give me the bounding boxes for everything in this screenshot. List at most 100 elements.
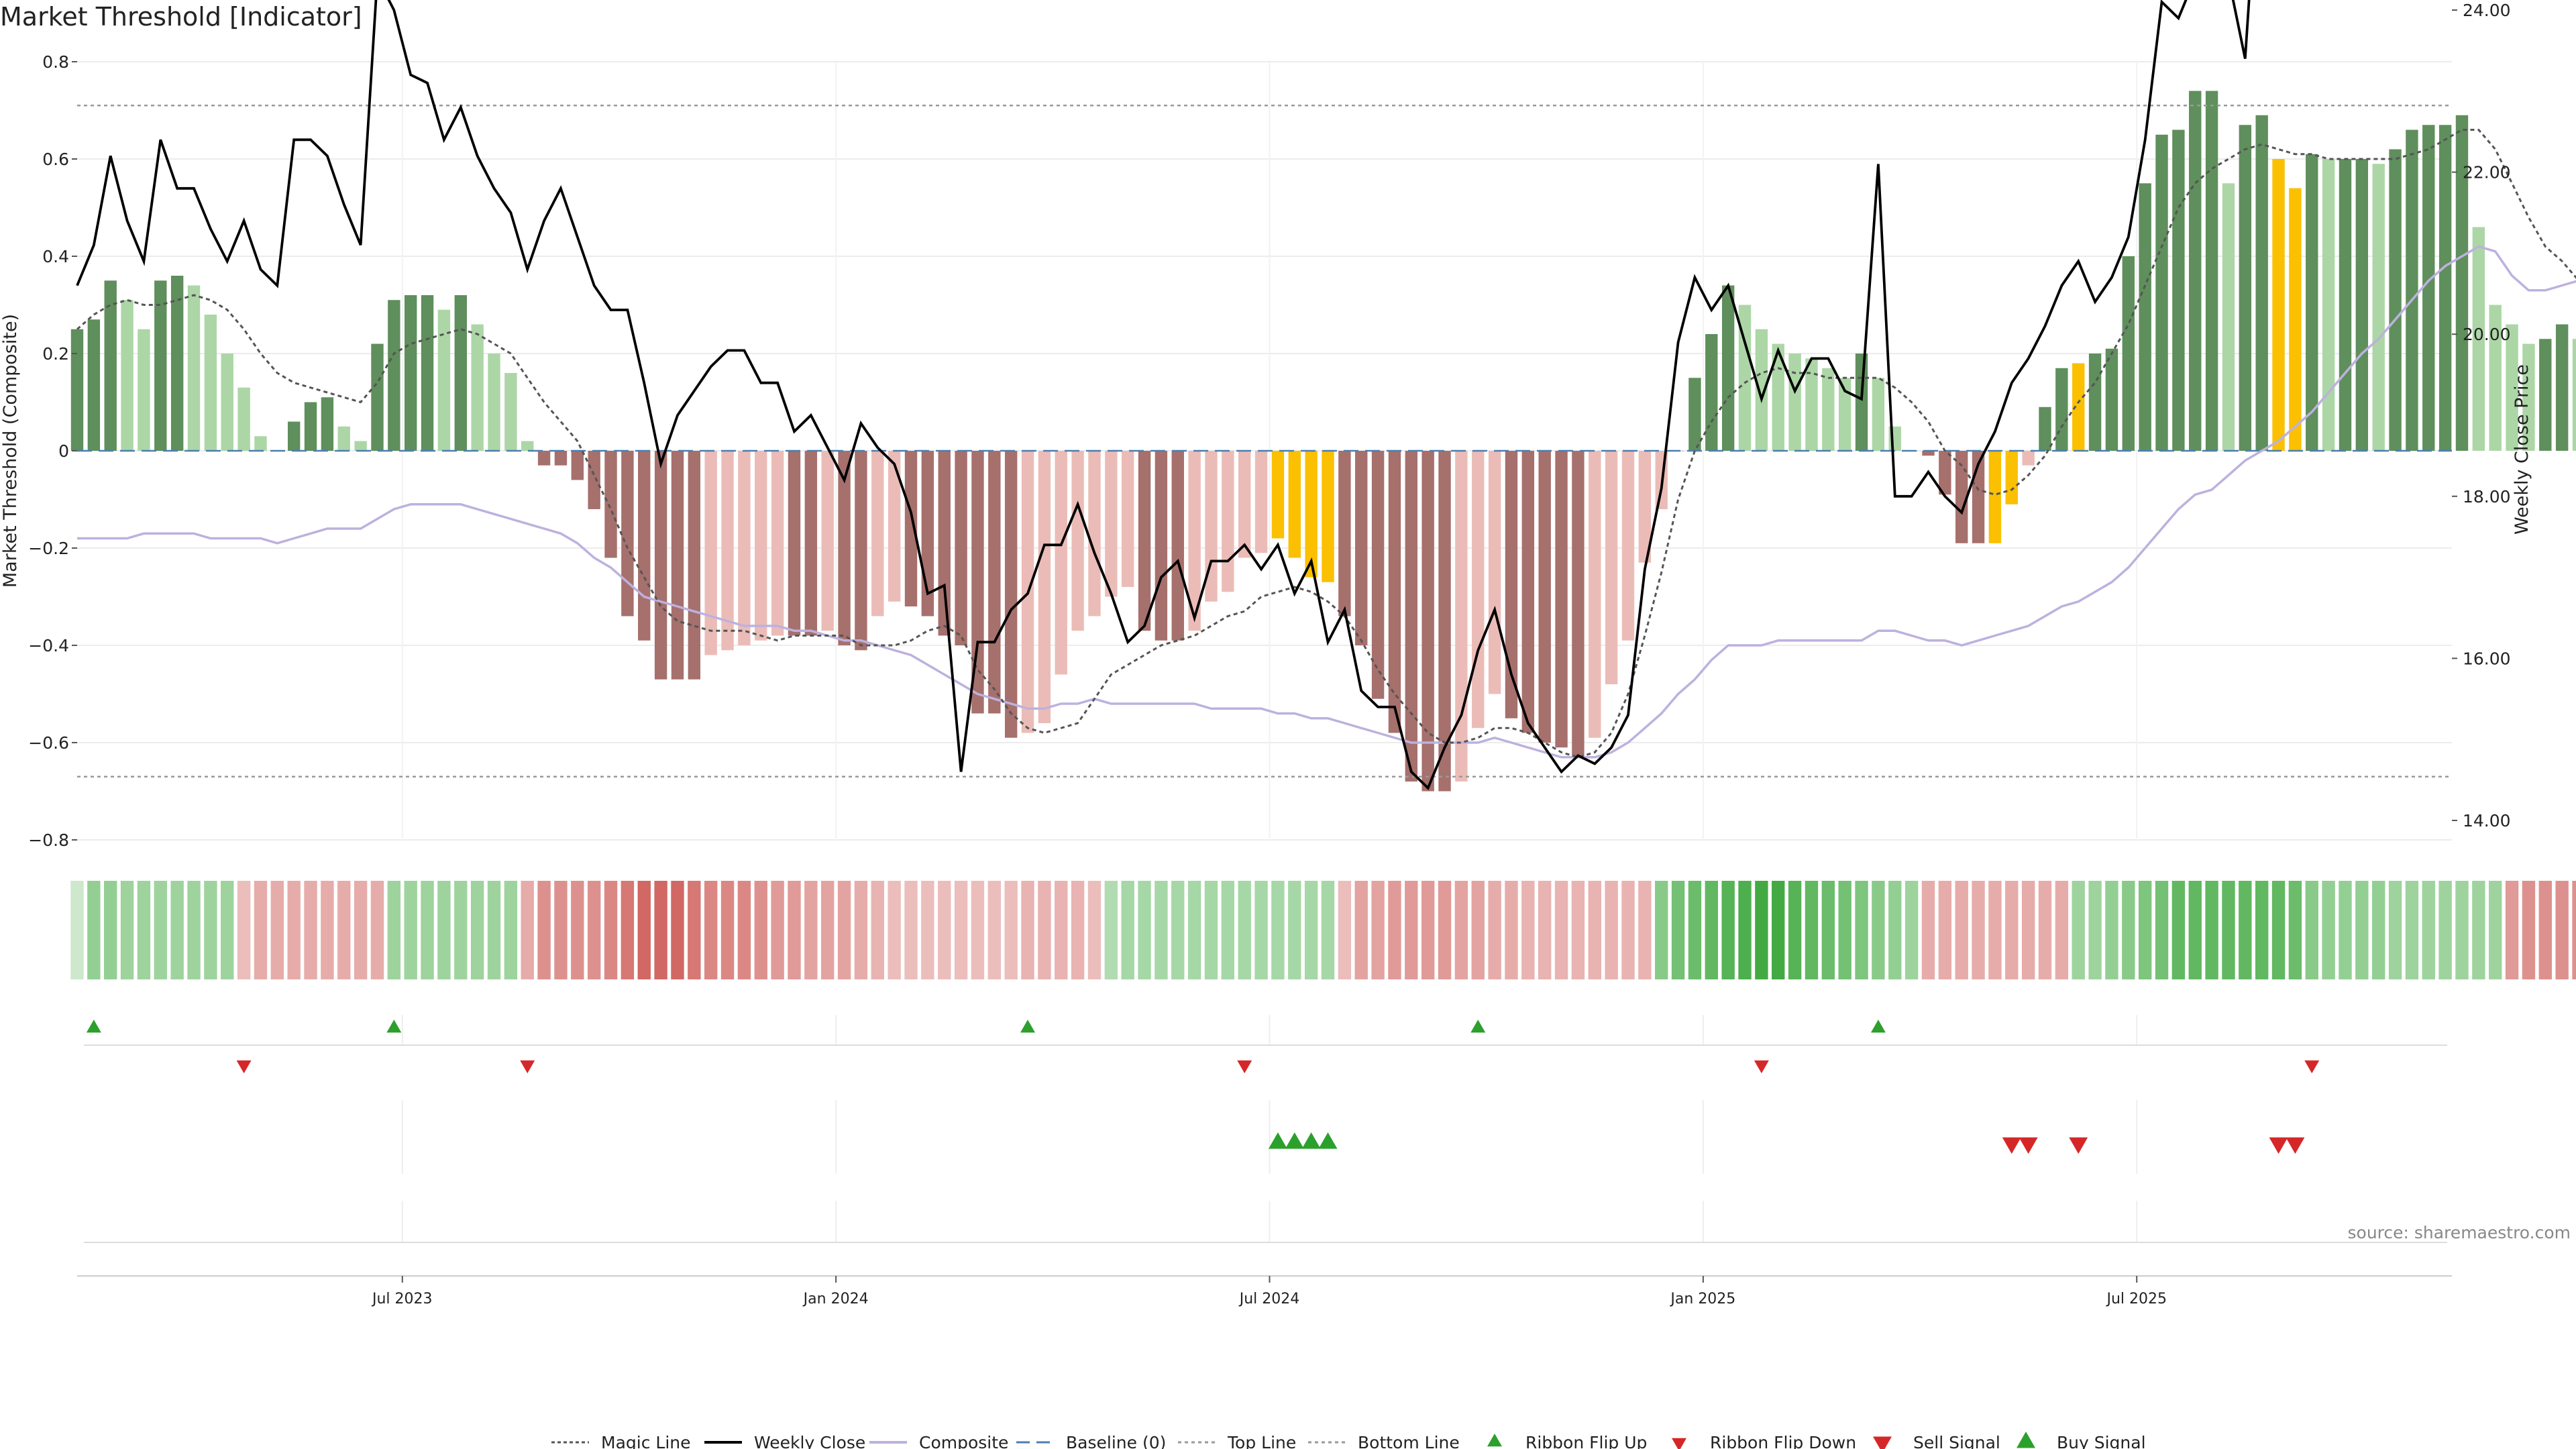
ribbon-cell (1438, 881, 1452, 979)
magic-line (76, 129, 2576, 759)
ribbon-cell (1004, 881, 1018, 979)
ribbon-cell (1171, 881, 1185, 979)
composite-bar (688, 451, 701, 680)
composite-bar (1521, 451, 1535, 733)
composite-bar (554, 451, 568, 466)
composite-bar (154, 280, 167, 451)
ribbon-cell (2339, 881, 2352, 979)
ribbon-cell (470, 881, 484, 979)
composite-bar (254, 436, 267, 451)
composite-bar (971, 451, 984, 714)
ribbon-cell (2122, 881, 2135, 979)
legend-swatch (1873, 1436, 1892, 1449)
ribbon-cell (1304, 881, 1318, 979)
y-right-tick-label: 16.00 (2463, 649, 2511, 668)
ribbon-cell (888, 881, 901, 979)
composite-bar (1438, 451, 1451, 792)
composite-bars (70, 91, 2576, 792)
ribbon-cell (237, 881, 251, 979)
composite-bar (1638, 451, 1652, 563)
ribbon-cell (2505, 881, 2519, 979)
ribbon-cell (1354, 881, 1368, 979)
ribbon-cell (270, 881, 284, 979)
composite-bar (1705, 334, 1718, 451)
composite-bar (1455, 451, 1468, 782)
ribbon-cell (1638, 881, 1652, 979)
ribbon-cell (1055, 881, 1068, 979)
composite-bar (1872, 378, 1885, 451)
composite-bar (70, 329, 84, 451)
ribbon-cell (2155, 881, 2169, 979)
ribbon-cell (2038, 881, 2052, 979)
ribbon-cell (2021, 881, 2035, 979)
composite-bar (2055, 368, 2068, 451)
composite-bar (2272, 159, 2285, 451)
composite-bar (1055, 451, 1067, 675)
composite-bar (1589, 451, 1601, 738)
x-tick-label: Jul 2024 (1238, 1291, 1300, 1307)
ribbon-cell (321, 881, 334, 979)
ribbon-cell (1554, 881, 1568, 979)
legend-swatch (1487, 1434, 1502, 1447)
composite-bar (2539, 339, 2552, 451)
composite-bar (788, 451, 801, 636)
ribbon-cell (1772, 881, 1785, 979)
ribbon-cell (1187, 881, 1201, 979)
ribbon-strip (70, 881, 2576, 979)
ribbon-cell (837, 881, 851, 979)
ribbon-cell (637, 881, 651, 979)
ribbon-cell (1221, 881, 1235, 979)
ribbon-cell (2205, 881, 2218, 979)
legend-item: Composite (869, 1433, 1008, 1449)
ribbon-cell (1071, 881, 1085, 979)
composite-bar (2339, 159, 2352, 451)
ribbon-cell (921, 881, 934, 979)
ribbon-cell (1671, 881, 1685, 979)
composite-bar (521, 441, 534, 451)
composite-bar (604, 451, 617, 558)
composite-bar (1605, 451, 1618, 684)
composite-bar (721, 451, 734, 651)
composite-bar (1688, 378, 1701, 451)
composite-bar (2438, 125, 2452, 451)
x-tick-label: Jul 2023 (371, 1291, 433, 1307)
legend-item: Weekly Close (704, 1433, 865, 1449)
ribbon-cell (1855, 881, 1868, 979)
ribbon-cell (2555, 881, 2569, 979)
ribbon-cell (387, 881, 401, 979)
composite-bar (1271, 451, 1285, 539)
legend-item: Ribbon Flip Down (1672, 1433, 1856, 1449)
ribbon-cell (1904, 881, 1919, 979)
ribbon-cell (404, 881, 417, 979)
ribbon-cell (1454, 881, 1468, 979)
x-tick-label: Jan 2024 (802, 1291, 869, 1307)
composite-bar (2406, 129, 2418, 451)
ribbon-flip-up-marker (386, 1020, 402, 1033)
ribbon-cell (604, 881, 618, 979)
y-right-tick-label: 18.00 (2463, 487, 2511, 506)
composite-bar (2306, 154, 2318, 451)
composite-bar (1805, 358, 1818, 451)
composite-bar (1222, 451, 1234, 592)
ribbon-flip-down-marker (520, 1060, 535, 1073)
ribbon-cell (2455, 881, 2469, 979)
ribbon-cell (1104, 881, 1118, 979)
composite-bar (2255, 115, 2268, 451)
composite-bar (654, 451, 667, 680)
ribbon-cell (1405, 881, 1418, 979)
ribbon-cell (2322, 881, 2335, 979)
ribbon-cell (354, 881, 368, 979)
legend-swatch (2017, 1432, 2035, 1448)
ribbon-cell (1121, 881, 1134, 979)
ribbon-cell (1655, 881, 1668, 979)
legend-label: Weekly Close (754, 1433, 865, 1449)
composite-bar (287, 421, 301, 451)
composite-bar (2522, 343, 2535, 451)
legend-label: Composite (919, 1433, 1008, 1449)
ribbon-cell (1271, 881, 1285, 979)
composite-bar (2139, 183, 2151, 451)
composite-bar (1004, 451, 1018, 738)
ribbon-cell (1788, 881, 1802, 979)
ribbon-cell (2472, 881, 2485, 979)
ribbon-cell (1688, 881, 1702, 979)
